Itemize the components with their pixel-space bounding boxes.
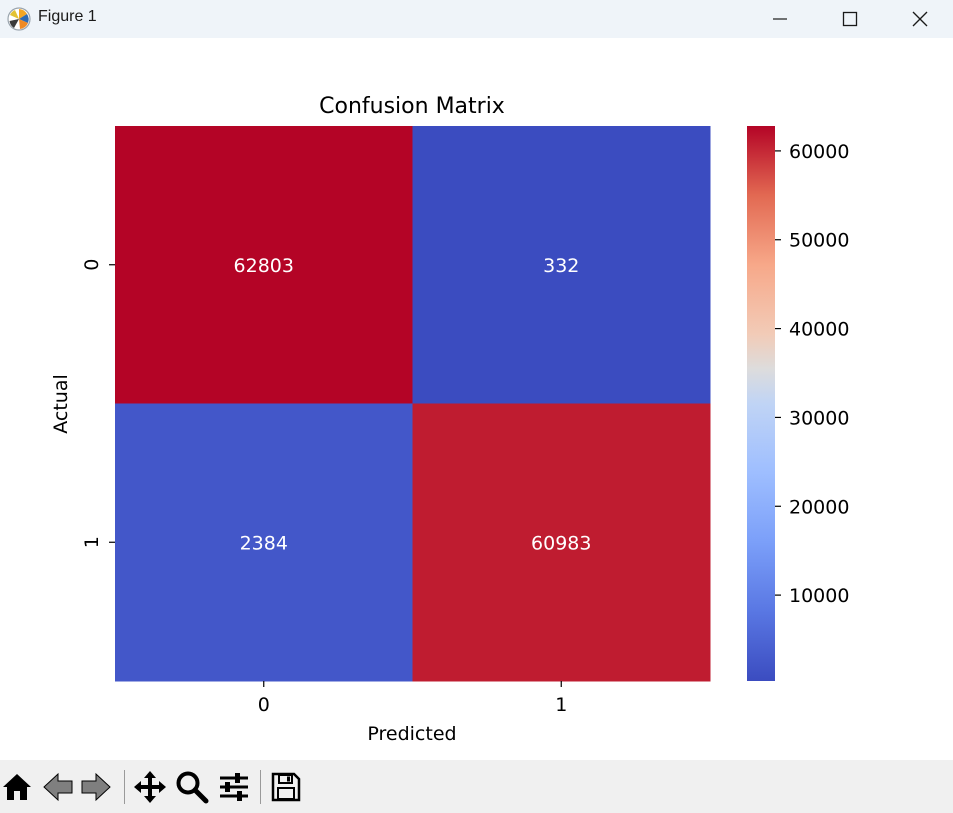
- close-button[interactable]: [885, 0, 953, 38]
- zoom-icon: [176, 771, 209, 804]
- toolbar-separator: [124, 770, 125, 804]
- x-axis-label: Predicted: [367, 723, 456, 745]
- colorbar-tick-label: 20000: [789, 496, 849, 518]
- maximize-icon: [842, 11, 858, 27]
- window-titlebar[interactable]: Figure 1: [0, 0, 953, 38]
- heatmap-chart: Confusion Matrix 62803 332 2384 60983 0 1 0 1…: [50, 94, 849, 745]
- zoom-button[interactable]: [174, 769, 210, 805]
- pan-icon: [134, 771, 166, 803]
- maximize-button[interactable]: [815, 0, 885, 38]
- y-tick-label: 0: [81, 259, 103, 271]
- pan-button[interactable]: [132, 769, 168, 805]
- toolbar-separator: [260, 770, 261, 804]
- heatmap-cell: [412, 403, 711, 682]
- back-button[interactable]: [40, 769, 76, 805]
- heatmap-cell: [115, 403, 413, 682]
- x-tick-label: 1: [555, 694, 567, 716]
- x-tick-label: 0: [258, 694, 270, 716]
- matplotlib-icon: [6, 6, 32, 32]
- heatmap-cell: [412, 126, 711, 404]
- y-tick-label: 1: [81, 536, 103, 548]
- home-button[interactable]: [0, 769, 34, 805]
- colorbar-tick-label: 60000: [789, 141, 849, 163]
- configure-subplots-icon: [220, 773, 248, 801]
- colorbar-tick-label: 40000: [789, 319, 849, 341]
- navigation-toolbar: [0, 760, 953, 813]
- forward-button[interactable]: [78, 769, 114, 805]
- figure-canvas[interactable]: Confusion Matrix 62803 332 2384 60983 0 1 0 1…: [0, 38, 953, 760]
- colorbar-tick-label: 50000: [789, 230, 849, 252]
- colorbar: [747, 126, 775, 681]
- cell-value-label: 60983: [531, 532, 591, 554]
- cell-value-label: 332: [543, 255, 579, 277]
- close-icon: [912, 11, 928, 27]
- forward-icon: [81, 772, 111, 802]
- cell-value-label: 62803: [234, 255, 294, 277]
- minimize-button[interactable]: [745, 0, 815, 38]
- minimize-icon: [773, 18, 787, 20]
- home-icon: [3, 774, 31, 800]
- chart-title: Confusion Matrix: [319, 94, 505, 119]
- colorbar-tick-label: 30000: [789, 407, 849, 429]
- back-icon: [43, 772, 73, 802]
- save-button[interactable]: [268, 769, 304, 805]
- configure-subplots-button[interactable]: [216, 769, 252, 805]
- heatmap-cell: [115, 126, 413, 404]
- colorbar-tick-label: 10000: [789, 585, 849, 607]
- y-axis-label: Actual: [50, 374, 72, 434]
- cell-value-label: 2384: [240, 532, 288, 554]
- save-icon: [271, 772, 301, 802]
- window-title: Figure 1: [38, 8, 97, 25]
